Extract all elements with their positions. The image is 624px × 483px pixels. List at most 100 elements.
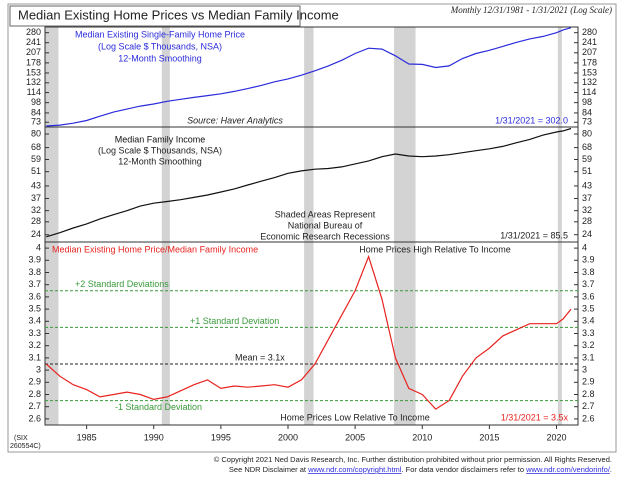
y-tick-label: 2.7 xyxy=(28,401,41,411)
series-label: Median Existing Single-Family Home Price xyxy=(75,29,245,39)
annotation: Source: Haver Analytics xyxy=(187,115,283,125)
annotation: 12-Month Smoothing xyxy=(118,156,202,166)
y-tick-label: 32 xyxy=(31,205,41,215)
recession-band xyxy=(304,27,314,127)
y-tick-label: 3.7 xyxy=(28,279,41,289)
recession-band xyxy=(557,27,562,127)
y-tick-label: 4 xyxy=(582,242,587,252)
y-tick-label: 73 xyxy=(31,117,41,127)
recession-band xyxy=(394,27,416,127)
annotation: (Log Scale $ Thousands, NSA) xyxy=(98,41,222,51)
footer: See NDR Disclaimer at www.ndr.com/copyri… xyxy=(229,465,612,474)
y-tick-label: 80 xyxy=(582,128,592,138)
y-tick-label: 98 xyxy=(582,97,592,107)
footer-text: See NDR Disclaimer at xyxy=(229,465,308,474)
y-tick-label: 3.9 xyxy=(28,255,41,265)
x-tick-label: 1995 xyxy=(211,432,231,442)
x-tick-label: 2020 xyxy=(547,432,567,442)
y-tick-label: 43 xyxy=(582,180,592,190)
y-tick-label: 3.2 xyxy=(28,340,41,350)
x-tick-label: 1985 xyxy=(77,432,97,442)
y-tick-label: 2.8 xyxy=(28,389,41,399)
y-tick-label: 84 xyxy=(582,107,592,117)
recession-band xyxy=(161,27,170,127)
y-tick-label: 2.8 xyxy=(582,389,595,399)
recession-band xyxy=(304,242,314,425)
annotation: Shaded Areas Represent xyxy=(275,209,376,219)
annotation: 1/31/2021 = 302.0 xyxy=(495,115,568,125)
y-tick-label: 80 xyxy=(31,128,41,138)
frame xyxy=(7,3,617,453)
x-tick-label: 2010 xyxy=(412,432,432,442)
footer-text: . xyxy=(610,465,612,474)
y-tick-label: 59 xyxy=(31,154,41,164)
footer-text: . For data vendor disclaimers refer to xyxy=(401,465,526,474)
y-tick-label: 207 xyxy=(582,47,597,57)
series-label: Median Family Income xyxy=(115,134,206,144)
y-tick-label: 98 xyxy=(31,97,41,107)
y-tick-label: 207 xyxy=(26,47,41,57)
y-tick-label: 59 xyxy=(582,154,592,164)
series-label: Median Existing Home Price/Median Family… xyxy=(52,244,258,254)
chart-title: Median Existing Home Prices vs Median Fa… xyxy=(18,7,339,22)
reference-label: -1 Standard Deviation xyxy=(115,402,202,412)
recession-band xyxy=(45,27,59,127)
reference-label: Mean = 3.1x xyxy=(235,352,285,362)
y-tick-label: 178 xyxy=(26,57,41,67)
x-tick-label: 2005 xyxy=(345,432,365,442)
y-tick-label: 3.1 xyxy=(582,352,595,362)
y-tick-label: 3.5 xyxy=(28,303,41,313)
footer-link[interactable]: www.ndr.com/vendorinfo/ xyxy=(525,465,611,474)
y-tick-label: 3.2 xyxy=(582,340,595,350)
recession-band xyxy=(304,127,314,242)
y-tick-label: 3.8 xyxy=(28,267,41,277)
y-tick-label: 3.9 xyxy=(582,255,595,265)
y-tick-label: 28 xyxy=(582,216,592,226)
recession-band xyxy=(45,242,59,425)
y-tick-label: 3.8 xyxy=(582,267,595,277)
y-tick-label: 3 xyxy=(36,364,41,374)
y-tick-label: 37 xyxy=(582,193,592,203)
y-tick-label: 241 xyxy=(26,37,41,47)
x-tick-label: 1990 xyxy=(144,432,164,442)
y-tick-label: 3.3 xyxy=(582,328,595,338)
y-tick-label: 2.7 xyxy=(582,401,595,411)
annotation: 1/31/2021 = 3.5x xyxy=(501,412,569,422)
series-line xyxy=(45,254,572,410)
footer-link[interactable]: www.ndr.com/copyright.html xyxy=(307,465,402,474)
annotation: Home Prices Low Relative To Income xyxy=(280,412,429,422)
title-box xyxy=(9,5,301,27)
y-tick-label: 280 xyxy=(26,27,41,37)
y-tick-label: 114 xyxy=(27,87,41,97)
y-tick-label: 3 xyxy=(582,364,587,374)
x-tick-label: 2015 xyxy=(479,432,499,442)
recession-band xyxy=(161,127,170,242)
y-tick-label: 3.1 xyxy=(28,352,41,362)
y-tick-label: 3.6 xyxy=(582,291,595,301)
y-tick-label: 3.3 xyxy=(28,328,41,338)
y-tick-label: 68 xyxy=(582,142,592,152)
y-tick-label: 32 xyxy=(582,205,592,215)
series-line xyxy=(46,127,572,238)
reference-label: +1 Standard Deviation xyxy=(190,316,279,326)
y-tick-label: 132 xyxy=(26,77,41,87)
y-tick-label: 24 xyxy=(582,229,592,239)
y-tick-label: 178 xyxy=(582,57,597,67)
y-tick-label: 3.4 xyxy=(28,316,41,326)
annotation: Economic Research Recessions xyxy=(260,231,390,241)
y-tick-label: 2.6 xyxy=(582,413,595,423)
id-label: 260554C) xyxy=(10,443,41,450)
footer: © Copyright 2021 Ned Davis Research, Inc… xyxy=(214,455,612,464)
y-tick-label: 3.7 xyxy=(582,279,595,289)
y-tick-label: 3.6 xyxy=(28,291,41,301)
y-tick-label: 51 xyxy=(31,166,41,176)
y-tick-label: 241 xyxy=(582,37,597,47)
y-tick-label: 68 xyxy=(31,142,41,152)
recession-band xyxy=(557,242,562,425)
annotation: National Bureau of xyxy=(288,220,363,230)
y-tick-label: 153 xyxy=(26,67,41,77)
y-tick-label: 37 xyxy=(31,193,41,203)
y-tick-label: 3.5 xyxy=(582,303,595,313)
